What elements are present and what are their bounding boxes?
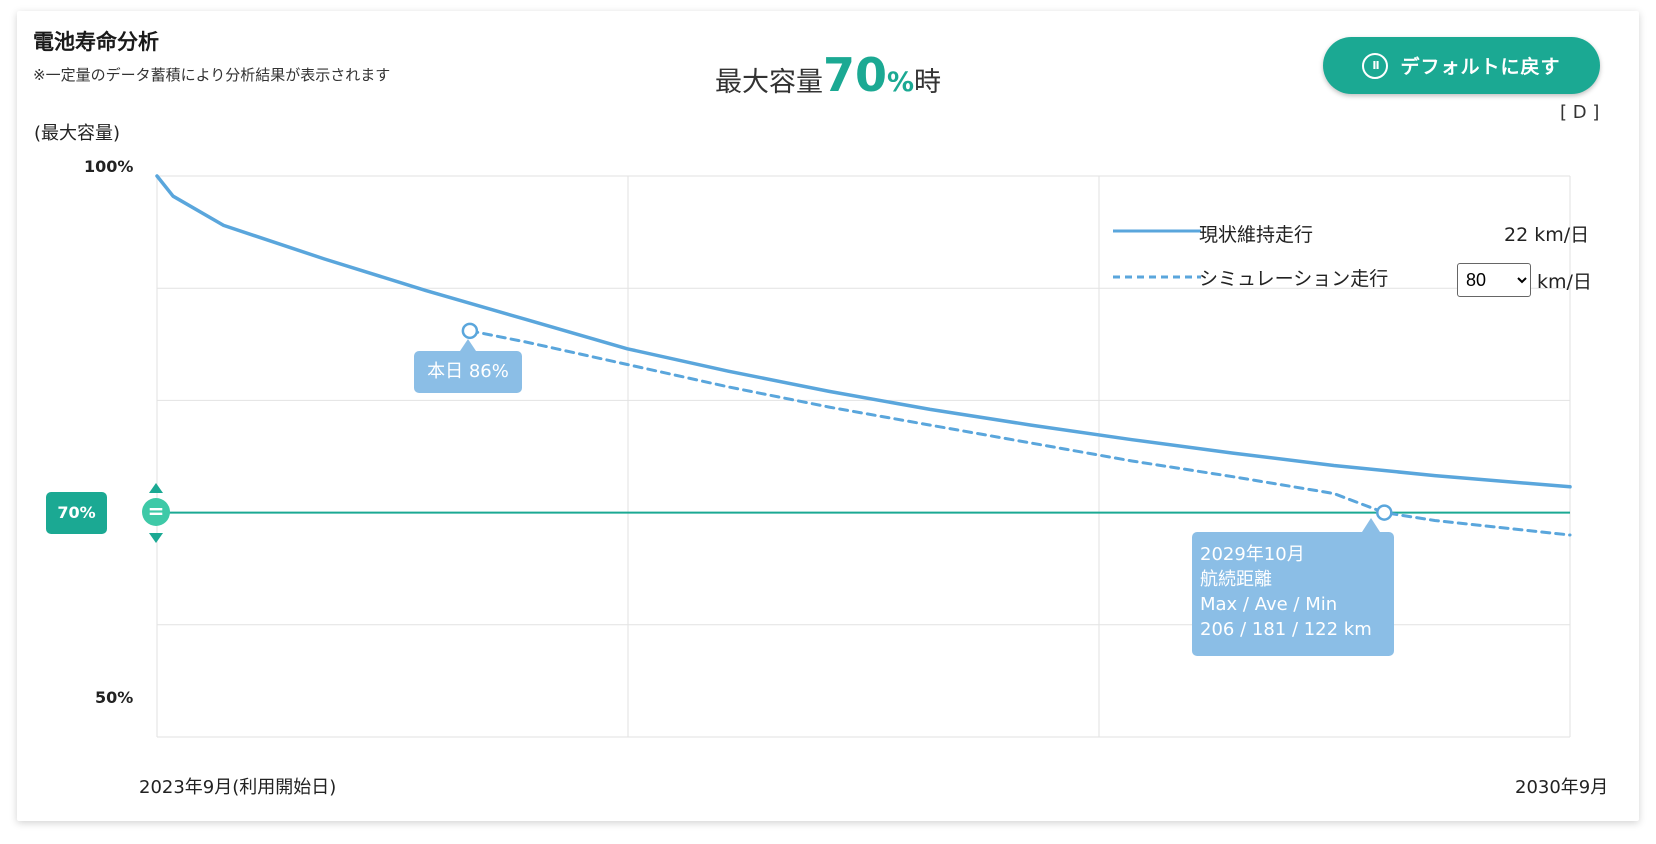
legend-solid-swatch [1113, 229, 1201, 233]
chart-series [155, 174, 1572, 537]
threshold-badge: 70% [46, 492, 107, 534]
pause-circle-icon: II [1362, 52, 1389, 79]
page-title: 電池寿命分析 [33, 30, 159, 54]
equals-drag-icon[interactable]: = [142, 498, 170, 526]
battery-life-card [17, 11, 1639, 821]
legend-dashed-swatch [1113, 275, 1201, 279]
headline-value: 70 [822, 48, 887, 102]
capacity-headline: 最大容量70%時 [0, 48, 1656, 102]
today-tooltip: 本日 86% [414, 339, 522, 393]
headline-suffix: 時 [914, 67, 942, 98]
x-tick-start: 2023年9月(利用開始日) [139, 777, 337, 798]
tooltip-date: 2029年10月 [1200, 544, 1305, 565]
series-line-simulation [468, 329, 1572, 537]
legend-sim-label: シミュレーション走行 [1199, 268, 1389, 290]
threshold-tooltip: 2029年10月 航続距離 Max / Ave / Min 206 / 181 … [1192, 518, 1394, 656]
sim-speed-select[interactable]: 80 [1457, 263, 1531, 297]
threshold-point [1376, 504, 1393, 521]
reset-button-label: デフォルトに戻す [1400, 56, 1561, 78]
y-tick-top: 100% [84, 157, 134, 176]
headline-prefix: 最大容量 [714, 67, 823, 98]
legend-current-rate: 22 km/日 [1504, 224, 1590, 246]
legend-sim-unit: km/日 [1537, 271, 1592, 293]
headline-unit: % [886, 67, 915, 98]
arrow-down-icon [149, 533, 163, 543]
tooltip-range-values: 206 / 181 / 122 km [1200, 619, 1372, 640]
series-line-current [155, 174, 1572, 489]
y-axis-label: (最大容量) [34, 123, 121, 144]
d-range-label: [ D ] [1560, 102, 1600, 123]
today-point [461, 322, 479, 340]
x-tick-end: 2030年9月 [1515, 777, 1609, 798]
page-subtitle: ※一定量のデータ蓄積により分析結果が表示されます [33, 66, 391, 84]
arrow-up-icon [149, 483, 163, 493]
chart-markers [461, 322, 1393, 521]
tooltip-range-header: Max / Ave / Min [1200, 594, 1338, 615]
y-tick-bottom: 50% [95, 688, 134, 707]
tooltip-range-title: 航続距離 [1200, 569, 1272, 590]
threshold-drag-handle[interactable]: = [139, 483, 173, 543]
legend-current-label: 現状維持走行 [1199, 224, 1314, 246]
reset-default-button[interactable]: II デフォルトに戻す [1323, 37, 1600, 94]
